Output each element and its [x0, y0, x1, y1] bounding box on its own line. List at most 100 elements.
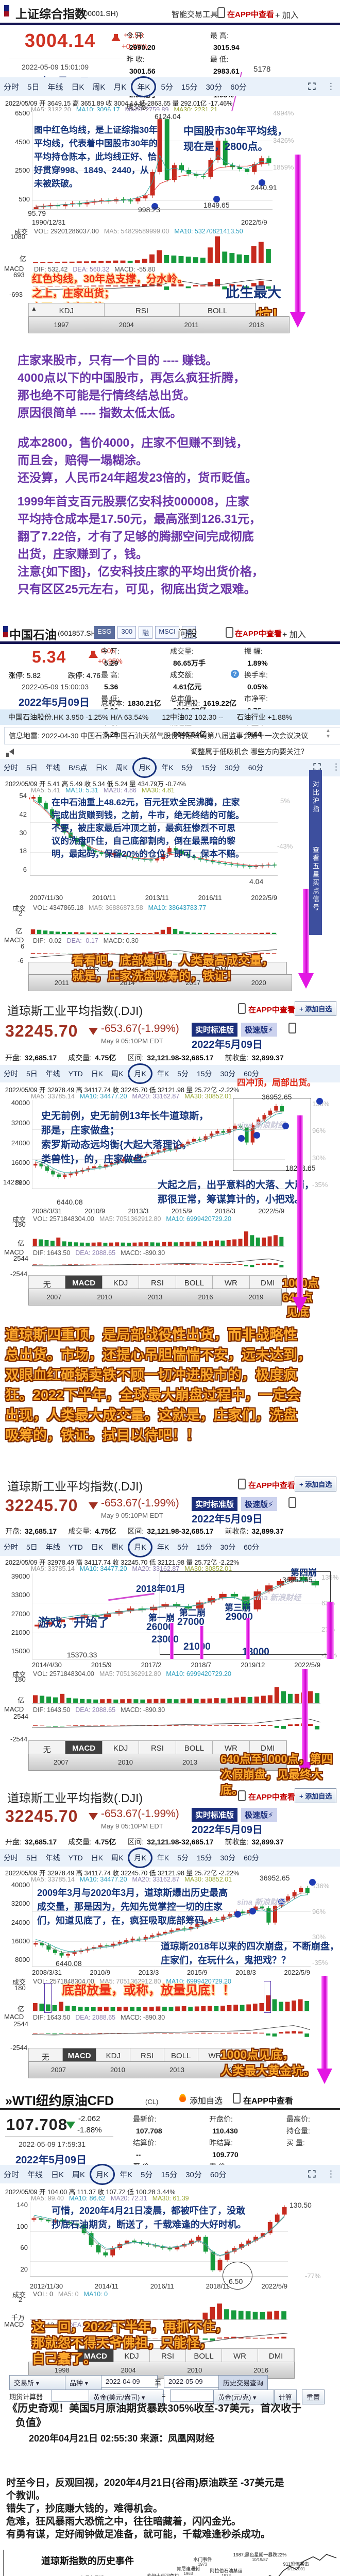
period-tab[interactable]: 分时: [4, 2170, 20, 2179]
timeline-year[interactable]: 2019: [248, 1293, 264, 1301]
period-tab[interactable]: 5分: [161, 82, 173, 92]
period-tab[interactable]: 5日: [26, 1543, 38, 1551]
timeline-year[interactable]: 2016: [253, 2366, 269, 2374]
app-view-link[interactable]: 在APP中查看: [248, 1793, 295, 1802]
period-tab[interactable]: 年线: [27, 2170, 43, 2179]
period-tab[interactable]: 日K: [91, 1543, 104, 1551]
date-from-input[interactable]: 2022-04-09: [101, 2375, 158, 2388]
period-tab[interactable]: 5日: [26, 1854, 38, 1862]
news-ticker[interactable]: 调整属于低吸机会 哪些方向要关注？: [191, 748, 308, 756]
app-view-link[interactable]: 在APP中查看: [235, 630, 282, 638]
period-tab[interactable]: 30分: [225, 764, 240, 772]
period-tab[interactable]: 分时: [4, 82, 20, 92]
period-tab[interactable]: 周K: [92, 82, 106, 92]
exchange-select[interactable]: 交易所 ▾: [9, 2375, 68, 2390]
period-tab[interactable]: 5日: [26, 764, 38, 772]
period-tab[interactable]: YTD: [68, 1070, 83, 1078]
sidebar-compare-tab[interactable]: 对比沪指: [309, 770, 322, 824]
timeline-year[interactable]: 2016: [247, 1758, 262, 1766]
period-tab[interactable]: 年线: [45, 1854, 60, 1862]
timeline-year[interactable]: 2020: [251, 979, 266, 987]
unit-select-2[interactable]: 黄金(元/克) ▾: [213, 2389, 274, 2404]
period-tab[interactable]: 30分: [220, 1854, 236, 1862]
period-tab[interactable]: 年K: [131, 76, 157, 97]
period-tab[interactable]: YTD: [68, 1543, 83, 1551]
add-watch-link[interactable]: 添加自选: [190, 2097, 223, 2106]
timeline-year[interactable]: 2010: [118, 1758, 133, 1766]
more-menu-icon[interactable]: ⋮: [327, 81, 335, 91]
period-tab[interactable]: 60分: [248, 764, 264, 772]
timeline-year[interactable]: 2004: [118, 321, 134, 329]
period-tab[interactable]: 30分: [220, 1070, 236, 1078]
timeline-year[interactable]: 2010: [187, 2366, 202, 2374]
period-tab[interactable]: 周K: [72, 2170, 86, 2179]
period-tab[interactable]: 15分: [196, 1854, 212, 1862]
timeline-year[interactable]: 2007: [54, 1758, 69, 1766]
period-tab[interactable]: 日K: [91, 1070, 104, 1078]
calc-input-1[interactable]: [52, 2389, 92, 2402]
period-tab[interactable]: 60分: [244, 1854, 259, 1862]
help-icon[interactable]: ?: [231, 670, 239, 678]
period-tab[interactable]: 年线: [45, 1543, 60, 1551]
indicator-tab[interactable]: DMI: [258, 2349, 294, 2364]
app-view-link[interactable]: 在APP中查看: [243, 2097, 293, 2106]
indicator-tab[interactable]: BOLL: [180, 303, 256, 318]
indicator-tab[interactable]: RSI: [150, 2349, 186, 2364]
info-mine-row[interactable]: 信息地雷: 2022-04-30 中国石油: 中国石油天然气股份有限公司第八届监…: [4, 727, 340, 744]
app-view-link[interactable]: 在APP中查看: [248, 1481, 295, 1490]
period-tab[interactable]: 5分: [177, 1070, 189, 1078]
reset-button[interactable]: 重置: [302, 2389, 325, 2404]
period-tab[interactable]: B/S点: [68, 764, 88, 772]
period-tab[interactable]: 5日: [26, 1070, 38, 1078]
period-tab[interactable]: 15分: [161, 2170, 178, 2179]
timeline-year[interactable]: 2011: [184, 321, 199, 329]
timeline-year[interactable]: 2007: [51, 2066, 66, 2074]
period-tab[interactable]: 15分: [181, 82, 198, 92]
indicator-tab[interactable]: MACD: [78, 2349, 114, 2364]
period-tab[interactable]: YTD: [68, 1854, 83, 1862]
period-tab[interactable]: 60分: [230, 82, 247, 92]
period-tab[interactable]: 月K: [90, 2163, 115, 2185]
period-tab[interactable]: 月K: [128, 1848, 152, 1868]
add-watch-button[interactable]: + 添加自选: [295, 1001, 337, 1016]
timeline-year[interactable]: 2013: [182, 1758, 197, 1766]
period-tab[interactable]: 年线: [45, 1070, 60, 1078]
period-tab[interactable]: 年K: [157, 1070, 169, 1078]
timeline-year[interactable]: 2011: [54, 979, 69, 987]
timeline-year[interactable]: 1998: [54, 2366, 70, 2374]
period-tab[interactable]: 周K: [111, 1543, 124, 1551]
sidebar-signal-tab[interactable]: 查看五星买点信号: [309, 823, 322, 935]
period-tab[interactable]: 分时: [4, 1854, 18, 1862]
speaker-icon[interactable]: [6, 749, 14, 757]
timeline-year[interactable]: 2013: [147, 1293, 163, 1301]
period-tab[interactable]: 日K: [51, 2170, 64, 2179]
kind-select[interactable]: 品种 ▾: [65, 2375, 102, 2390]
timeline-year[interactable]: 2016: [198, 1293, 213, 1301]
period-tab[interactable]: 年线: [47, 82, 63, 92]
period-tab[interactable]: 分时: [4, 764, 18, 772]
period-tab[interactable]: 年K: [161, 764, 174, 772]
calc-input-2[interactable]: [170, 2389, 215, 2402]
indicator-tab[interactable]: KDJ: [29, 303, 105, 318]
period-tab[interactable]: 5日: [27, 82, 40, 92]
period-tab[interactable]: 15分: [196, 1070, 212, 1078]
period-tab[interactable]: 分时: [4, 1543, 18, 1551]
fullscreen-icon[interactable]: [313, 763, 321, 771]
realtime-badge[interactable]: 实时标准版: [192, 1023, 238, 1037]
period-tab[interactable]: 15分: [196, 1543, 212, 1551]
period-tab[interactable]: 月K: [128, 1537, 152, 1557]
fullscreen-icon[interactable]: [308, 2170, 316, 2178]
period-tab[interactable]: 30分: [220, 1543, 236, 1551]
timeline-year[interactable]: 2007: [46, 1293, 62, 1301]
add-button[interactable]: + 加入: [275, 11, 299, 20]
period-tab[interactable]: 年线: [45, 764, 60, 772]
history-query-button[interactable]: 历史交易查询: [218, 2375, 268, 2390]
realtime-badge[interactable]: 实时标准版: [192, 1808, 238, 1822]
period-tab[interactable]: 5分: [177, 1854, 189, 1862]
period-tab[interactable]: 日K: [91, 1854, 104, 1862]
indicator-tab[interactable]: RSI: [104, 303, 180, 318]
indicator-tab[interactable]: KDJ: [114, 2349, 150, 2364]
timeline-year[interactable]: 1997: [54, 321, 69, 329]
indicator-tab[interactable]: WR: [222, 2349, 258, 2364]
unit-select-1[interactable]: 黄金(美元/盎司) ▾: [89, 2389, 164, 2404]
